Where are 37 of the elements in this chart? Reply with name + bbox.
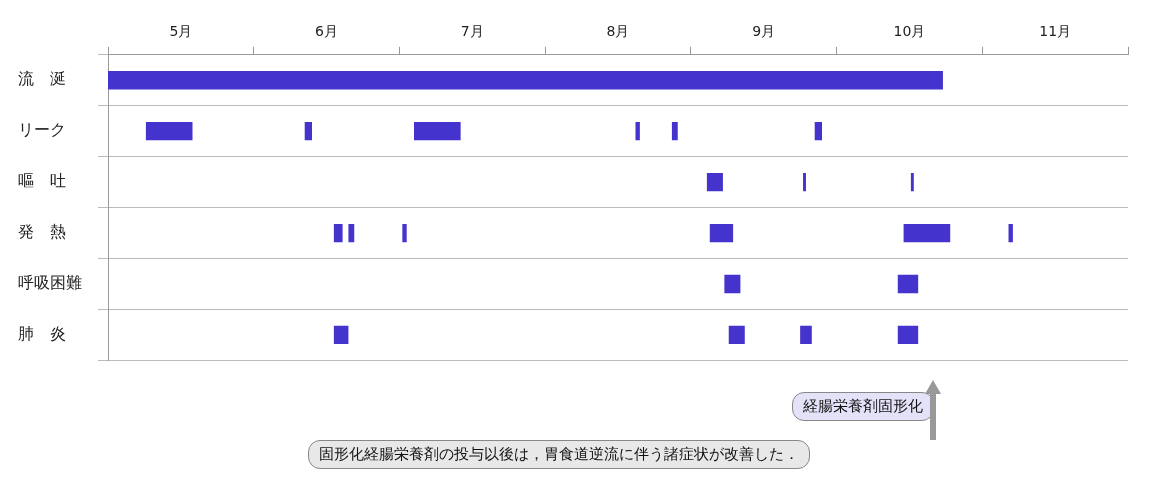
bar <box>333 223 343 243</box>
bar <box>108 71 943 90</box>
bar <box>304 122 312 141</box>
bar <box>814 122 822 141</box>
x-tick-label: 9月 <box>752 23 776 40</box>
bar <box>1008 223 1013 243</box>
x-tick-label: 7月 <box>460 23 484 40</box>
y-tick-label: リーク <box>18 120 66 140</box>
bar <box>897 325 919 345</box>
y-tick-label: 流 涎 <box>18 69 66 89</box>
bar <box>333 325 349 345</box>
bar <box>635 122 640 141</box>
y-tick-label: 発 熱 <box>18 222 66 242</box>
bar <box>402 223 407 243</box>
bar <box>145 122 193 141</box>
bar <box>903 223 951 243</box>
text: 経腸栄養剤固形化 <box>792 392 934 421</box>
x-tick-label: 10月 <box>893 23 926 40</box>
bar <box>348 223 355 243</box>
text: 固形化経腸栄養剤の投与以後は，胃食道逆流に伴う諸症状が改善した． <box>308 440 810 469</box>
bar <box>414 122 461 141</box>
bar <box>910 172 914 192</box>
x-tick-label: 5月 <box>169 23 193 40</box>
bar <box>800 325 812 345</box>
bar <box>724 274 741 294</box>
bar <box>671 122 678 141</box>
bar <box>803 172 806 192</box>
y-tick-label: 嘔 吐 <box>18 171 66 191</box>
bar <box>897 274 919 294</box>
x-tick-label: 11月 <box>1039 23 1072 40</box>
bar <box>706 172 723 192</box>
y-tick-label: 呼吸困難 <box>18 273 82 293</box>
x-tick-label: 6月 <box>315 23 339 40</box>
bar <box>709 223 734 243</box>
bar <box>728 325 745 345</box>
y-tick-label: 肺 炎 <box>18 324 66 344</box>
x-tick-label: 8月 <box>606 23 630 40</box>
